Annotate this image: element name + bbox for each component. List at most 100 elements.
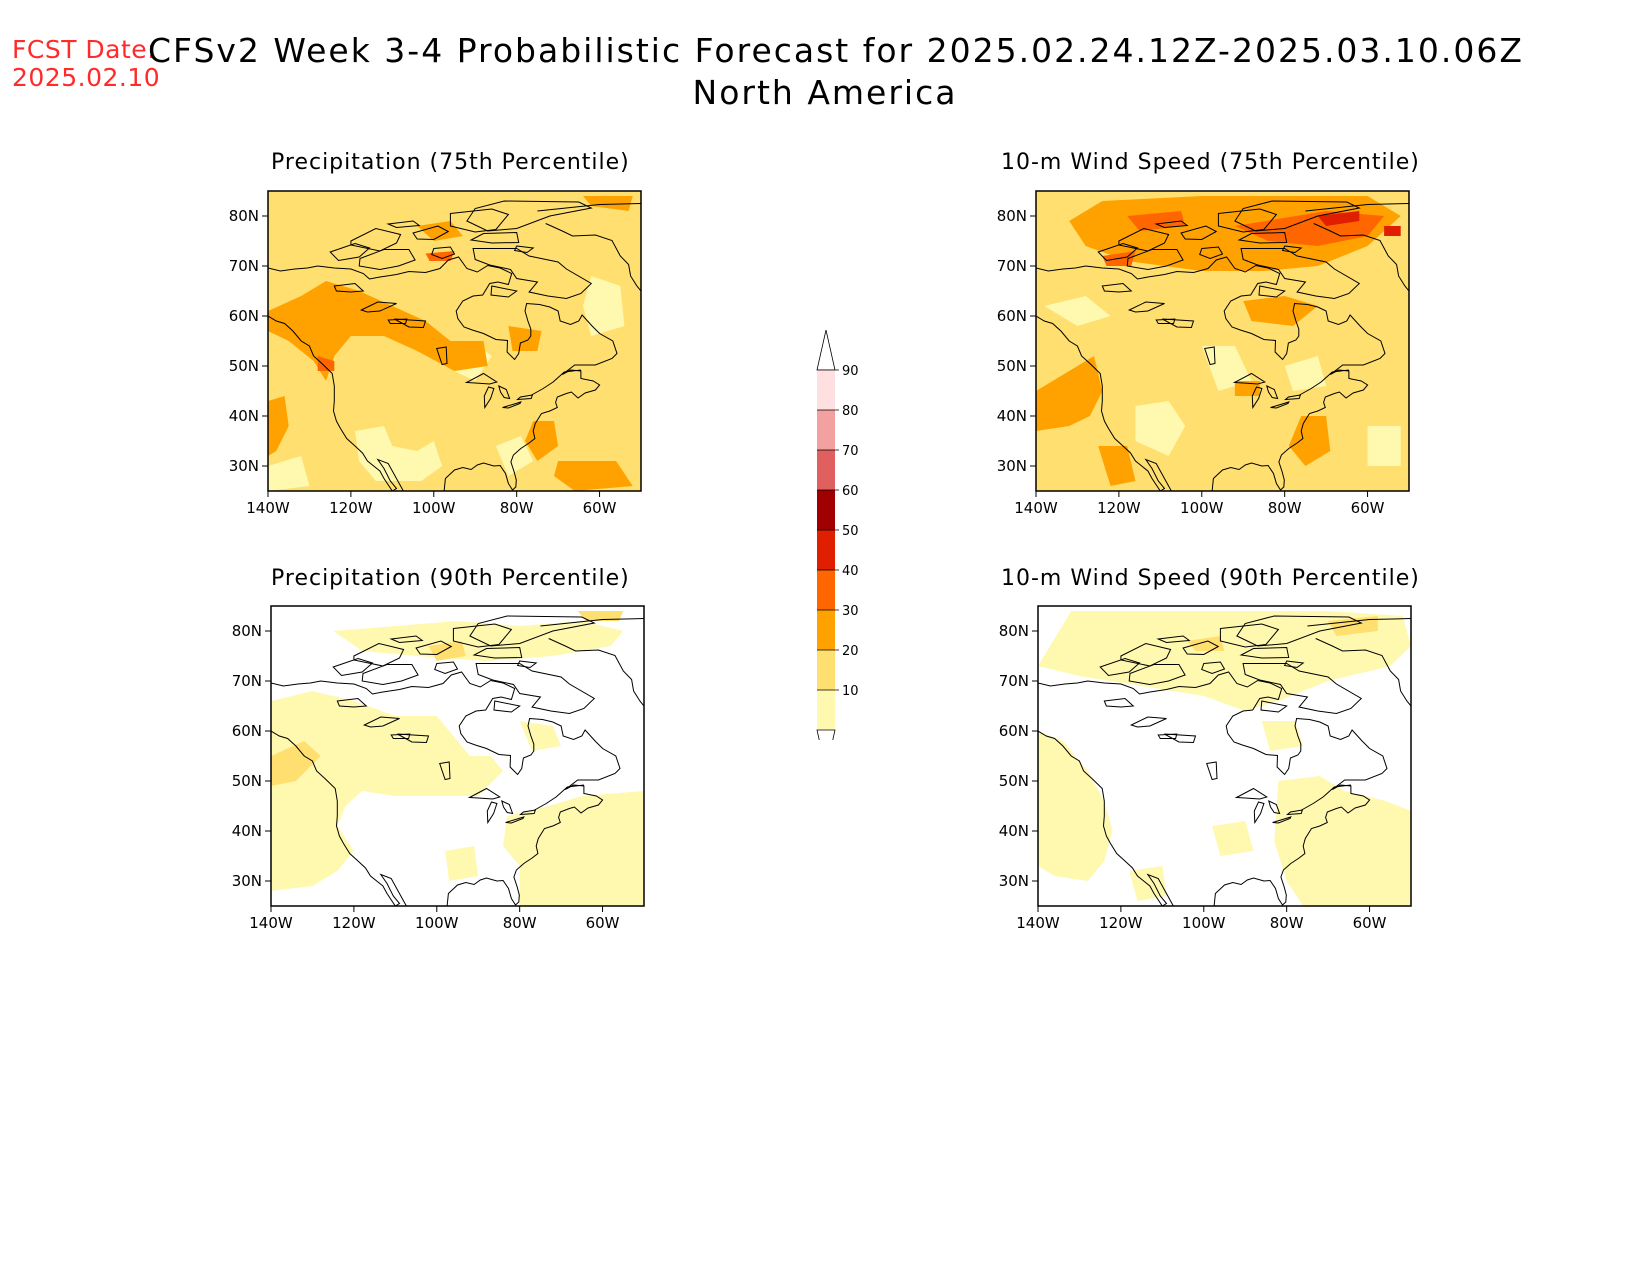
map-precip-90-svg: 80N 70N 60N 50N 40N 30N 140W 120W 100W 80W 60W <box>232 605 645 932</box>
arctic-island <box>1154 220 1189 229</box>
greenland-north-coastline <box>1305 203 1409 212</box>
probability-area <box>577 611 624 621</box>
arctic-island <box>493 700 521 713</box>
map-precip-90: 80N 70N 60N 50N 40N 30N 140W 120W 100W 80W 60W <box>213 603 673 943</box>
colorbar-segment <box>817 450 835 490</box>
west-coastline <box>1036 315 1172 491</box>
arctic-island <box>1260 700 1288 713</box>
lake <box>1272 816 1292 824</box>
lake <box>1232 372 1267 385</box>
lake <box>394 318 427 329</box>
arctic-island <box>466 200 593 232</box>
lat-tick-label: 40N <box>999 822 1029 840</box>
arctic-island <box>472 248 593 300</box>
lake <box>436 346 448 366</box>
arctic-island <box>412 225 450 241</box>
probability-area <box>519 721 562 751</box>
probability-area <box>268 396 289 456</box>
lake <box>362 716 400 728</box>
arctic-island <box>1234 200 1361 232</box>
colorbar-label: 20 <box>842 644 859 659</box>
lat-tick-label: 70N <box>997 257 1027 275</box>
greenland-coastline <box>1315 638 1411 707</box>
arctic-island <box>472 646 523 659</box>
st-lawrence-river <box>1301 784 1351 811</box>
lon-tick-label: 100W <box>415 914 459 932</box>
colorbar-label: 50 <box>842 524 859 539</box>
lat-tick-label: 60N <box>999 722 1029 740</box>
colorbar-top-cap <box>816 329 836 371</box>
panel-title-wind-90: 10-m Wind Speed (90th Percentile) <box>1001 566 1420 591</box>
lat-tick-label: 60N <box>232 722 262 740</box>
colorbar-label: 30 <box>842 604 859 619</box>
lon-tick-label: 80W <box>500 499 534 517</box>
colorbar-label: 60 <box>842 484 859 499</box>
arctic-island <box>1128 664 1186 686</box>
colorbar-segment <box>817 530 835 570</box>
probability-area <box>1187 636 1225 651</box>
arctic-island <box>1258 285 1286 298</box>
lake <box>1251 386 1263 410</box>
arctic-island <box>1239 646 1290 659</box>
arctic-island <box>431 246 456 260</box>
lon-tick-label: 80W <box>503 914 537 932</box>
st-lawrence-river <box>1299 369 1349 396</box>
probability-area <box>333 621 624 661</box>
arctic-island <box>1201 661 1226 675</box>
east-coastline <box>268 256 618 491</box>
arctic-island <box>1199 246 1224 260</box>
lake <box>439 761 451 781</box>
lake <box>1284 394 1302 401</box>
lake <box>1266 385 1279 400</box>
coastline-layer <box>1038 615 1411 906</box>
map-wind-90: 80N 70N 60N 50N 40N 30N 140W 120W 100W 80W 60W <box>980 603 1440 943</box>
colorbar-segment <box>817 410 835 450</box>
lat-tick-label: 80N <box>232 622 262 640</box>
map-wind-75-svg: 80N 70N 60N 50N 40N 30N 140W 120W 100W 80W 60W <box>997 190 1410 517</box>
lat-tick-label: 80N <box>999 622 1029 640</box>
arctic-island <box>1240 248 1361 300</box>
lon-tick-label: 80W <box>1270 914 1304 932</box>
probability-area <box>1135 401 1186 456</box>
lat-tick-label: 30N <box>229 457 259 475</box>
colorbar: 90 80 70 60 50 40 30 20 10 <box>800 329 860 771</box>
colorbar-segment <box>817 610 835 650</box>
lake <box>1162 318 1195 329</box>
lon-tick-label: 100W <box>412 499 456 517</box>
lat-tick-label: 30N <box>997 457 1027 475</box>
lake <box>359 301 397 313</box>
greenland-north-coastline <box>540 618 644 627</box>
lake <box>1127 301 1165 313</box>
lat-tick-label: 50N <box>997 357 1027 375</box>
east-coastline <box>271 671 621 906</box>
lat-tick-label: 30N <box>232 872 262 890</box>
lat-tick-label: 80N <box>229 207 259 225</box>
lake <box>516 394 534 401</box>
colorbar-segment <box>817 650 835 690</box>
lat-tick-label: 40N <box>232 822 262 840</box>
lat-tick-label: 70N <box>232 672 262 690</box>
greenland-north-coastline <box>537 203 641 212</box>
lake <box>333 282 365 293</box>
arctic-island <box>490 285 518 298</box>
probability-area <box>268 456 310 491</box>
arctic-island <box>389 635 424 644</box>
lon-tick-label: 140W <box>249 914 293 932</box>
probability-area <box>1284 356 1327 391</box>
probability-area <box>583 196 633 211</box>
arctic-island <box>415 640 453 656</box>
shading-layer <box>1038 606 1411 906</box>
lake <box>1129 716 1167 728</box>
arctic-island <box>1156 635 1191 644</box>
lake <box>1101 282 1133 293</box>
probability-area <box>317 356 335 371</box>
forecast-date-label: FCST Date: <box>12 35 157 64</box>
probability-area <box>425 251 455 261</box>
east-coastline <box>1036 256 1386 491</box>
arctic-island <box>475 663 596 715</box>
probability-area <box>583 276 625 336</box>
colorbar-bottom-cap <box>816 729 836 771</box>
forecast-date-block: FCST Date: 2025.02.10 <box>12 36 160 92</box>
probability-area <box>268 281 488 381</box>
title-line-1: CFSv2 Week 3-4 Probabilistic Forecast fo… <box>148 31 1524 70</box>
